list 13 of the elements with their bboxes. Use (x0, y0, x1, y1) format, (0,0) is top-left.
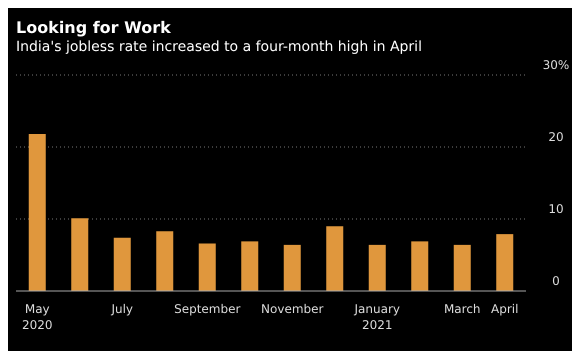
x-tick-label: November (261, 302, 324, 316)
x-tick-label: May 2020 (22, 302, 53, 332)
x-tick-label: January 2021 (354, 302, 400, 332)
chart-subtitle: India's jobless rate increased to a four-month high in April (15, 38, 423, 55)
x-tick-label: September (174, 302, 240, 316)
y-tick-label: 30% (542, 58, 570, 72)
x-tick-label: April (491, 302, 518, 316)
x-tick-label: March (444, 302, 481, 316)
x-tick-label: July (110, 302, 134, 316)
y-tick-label: 20 (548, 130, 564, 144)
y-tick-label: 10 (548, 202, 564, 216)
y-tick-label: 0 (552, 274, 560, 288)
chart-title: Looking for Work (15, 17, 172, 37)
